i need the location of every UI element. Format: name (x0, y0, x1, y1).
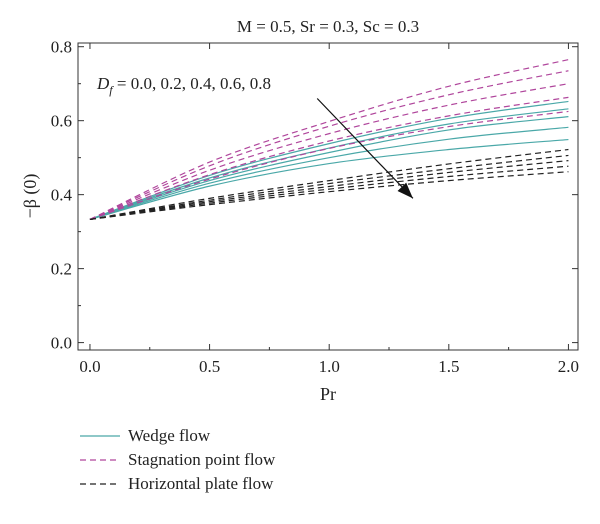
series-line-stagnation (89, 59, 569, 220)
series-layer (89, 59, 569, 221)
plot-frame (77, 42, 579, 351)
x-tick-label: 0.5 (199, 357, 220, 376)
series-line-wedge (89, 126, 569, 221)
df-annotation-values: = 0.0, 0.2, 0.4, 0.6, 0.8 (113, 74, 271, 93)
series-line-horizontal (89, 160, 569, 221)
series-line-wedge (89, 138, 569, 221)
chart-plot-svg: M = 0.5, Sr = 0.3, Sc = 0.3 0.0 0.5 1.0 1.5… (20, 17, 579, 404)
series-line-wedge (89, 116, 569, 221)
y-tick-label: 0.2 (51, 260, 72, 279)
x-tick-label: 0.0 (79, 357, 100, 376)
series-line-wedge (89, 108, 569, 220)
series-line-horizontal (89, 165, 569, 221)
df-arrow-shaft (316, 98, 414, 199)
series-line-stagnation (89, 83, 569, 220)
legend-label-wedge: Wedge flow (128, 426, 211, 445)
legend-swatch-wedge (80, 435, 120, 437)
legend-label-stagnation: Stagnation point flow (128, 450, 276, 469)
series-line-horizontal (89, 148, 569, 221)
y-tick-label: 0.6 (51, 112, 72, 131)
series-line-wedge (89, 100, 569, 220)
x-tick-label: 2.0 (558, 357, 579, 376)
annotation-layer: Df = 0.0, 0.2, 0.4, 0.6, 0.8 (96, 74, 414, 199)
df-arrow-head (397, 182, 413, 199)
df-annotation-subscript: f (109, 83, 114, 97)
df-annotation-symbol: D (96, 74, 110, 93)
legend-swatch-horizontal (80, 483, 120, 485)
series-line-stagnation (89, 96, 569, 220)
chart-title: M = 0.5, Sr = 0.3, Sc = 0.3 (237, 17, 419, 36)
df-annotation: Df = 0.0, 0.2, 0.4, 0.6, 0.8 (96, 74, 271, 97)
series-line-stagnation (89, 110, 569, 220)
legend-swatch-stagnation (80, 459, 120, 461)
x-axis-label: Pr (320, 384, 336, 404)
y-tick-label: 0.8 (51, 38, 72, 57)
tick-layer: 0.0 0.5 1.0 1.5 2.0 0.0 0.2 0.4 0.6 0.8 (51, 38, 579, 376)
x-tick-label: 1.0 (319, 357, 340, 376)
legend-label-horizontal: Horizontal plate flow (128, 474, 274, 493)
y-axis-label: −β (0) (20, 174, 41, 219)
series-line-horizontal (89, 154, 569, 221)
x-tick-label: 1.5 (438, 357, 459, 376)
series-line-horizontal (89, 171, 569, 221)
y-tick-label: 0.0 (51, 334, 72, 353)
y-tick-label: 0.4 (51, 186, 73, 205)
series-line-stagnation (89, 70, 569, 220)
